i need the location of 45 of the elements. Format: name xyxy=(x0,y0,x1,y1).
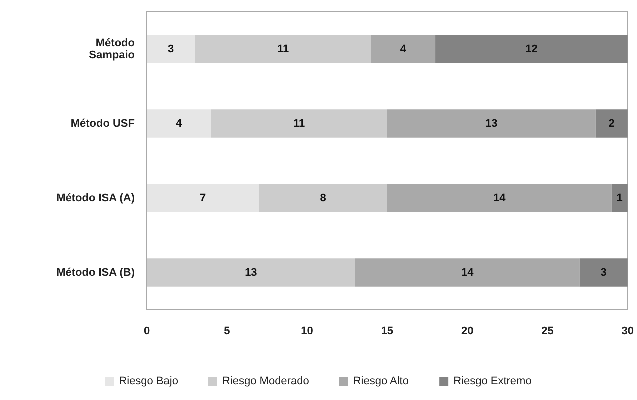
bar xyxy=(147,110,212,138)
bar xyxy=(259,184,388,212)
y-tick-label: Método USF xyxy=(70,118,136,130)
data-label: 13 xyxy=(486,118,498,130)
data-label: 12 xyxy=(526,43,538,56)
x-tick-label: 15 xyxy=(381,326,394,338)
x-tick-label: 25 xyxy=(542,326,554,338)
y-tick-label: Método Sampaio xyxy=(89,37,136,62)
bar xyxy=(436,35,628,64)
legend-label: Riesgo Extremo xyxy=(454,376,532,388)
bar xyxy=(195,35,372,64)
bar xyxy=(612,184,628,212)
bar xyxy=(580,258,628,287)
data-label: 4 xyxy=(176,118,183,130)
data-label: 4 xyxy=(400,43,408,56)
data-label: 8 xyxy=(320,192,326,204)
data-label: 11 xyxy=(277,43,290,56)
bar xyxy=(147,184,260,212)
y-tick-label: Método ISA (A) xyxy=(56,192,136,204)
data-label: 2 xyxy=(608,118,615,130)
bar xyxy=(147,35,196,64)
bar xyxy=(387,184,612,212)
legend-label: Riesgo Moderado xyxy=(222,376,310,388)
x-tick-label: 30 xyxy=(622,326,634,338)
x-tick-label: 0 xyxy=(144,326,150,338)
bar xyxy=(355,258,580,287)
bar xyxy=(211,110,388,138)
data-label: 3 xyxy=(168,43,174,56)
bar xyxy=(596,110,628,138)
data-label: 3 xyxy=(600,266,607,279)
y-tick-label: Método ISA (B) xyxy=(56,266,136,279)
data-label: 14 xyxy=(494,192,507,204)
x-tick-label: 5 xyxy=(224,326,230,338)
bar xyxy=(147,258,356,287)
data-label: 7 xyxy=(200,192,206,204)
x-tick-label: 20 xyxy=(461,326,474,338)
legend-label: Riesgo Alto xyxy=(353,376,409,388)
data-label: 14 xyxy=(461,266,475,279)
x-tick-label: 10 xyxy=(301,326,314,338)
legend-label: Riesgo Bajo xyxy=(119,376,179,388)
data-label: 13 xyxy=(245,266,258,279)
data-label: 11 xyxy=(293,118,306,130)
bar xyxy=(371,35,436,64)
bar xyxy=(387,110,596,138)
data-label: 1 xyxy=(616,192,623,204)
